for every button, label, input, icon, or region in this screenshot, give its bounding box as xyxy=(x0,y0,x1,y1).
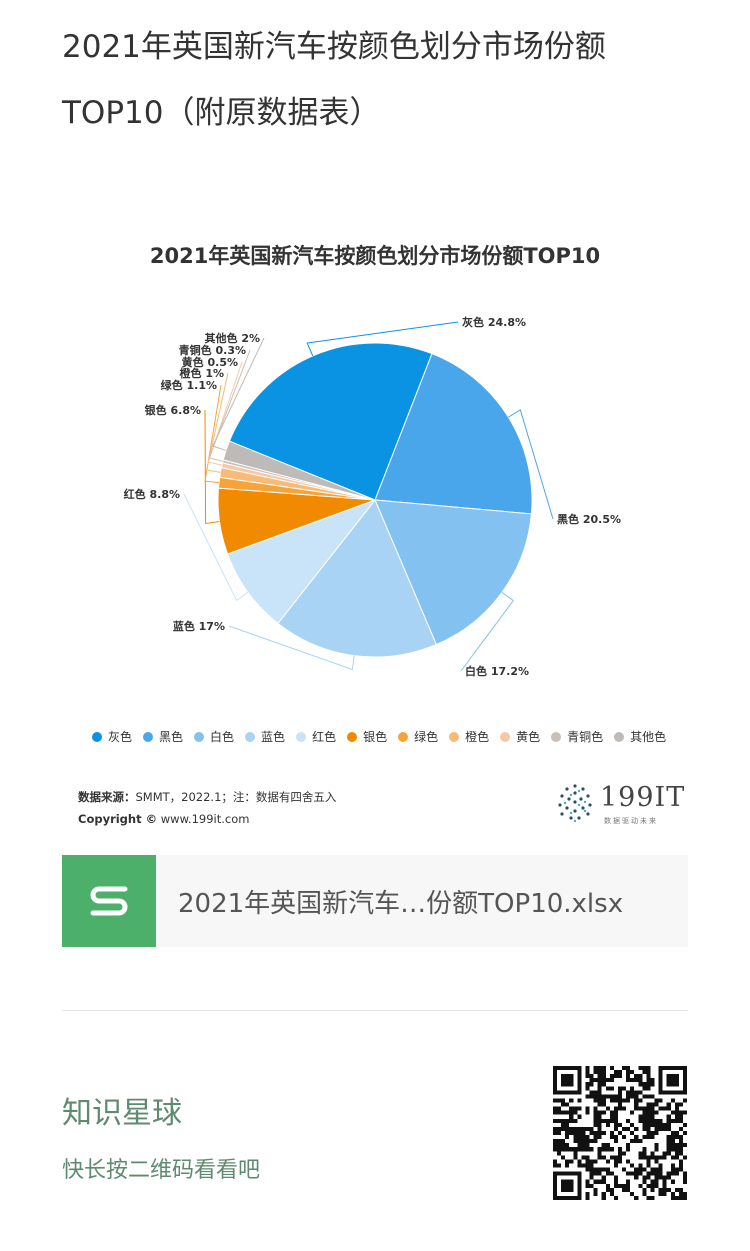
legend-dot-icon xyxy=(194,731,205,742)
source-label: 数据来源： xyxy=(78,790,136,804)
data-label-银色: 银色 6.8% xyxy=(145,403,201,417)
article-title: 2021年英国新汽车按颜色划分市场份额TOP10（附原数据表） xyxy=(62,29,606,131)
legend-dot-icon xyxy=(296,731,307,742)
pie-slice-白色 xyxy=(374,499,532,646)
chart-legend: 灰色 黑色 白色 蓝色 红色 银色 绿色 橙色 黄色 青铜色 其他色 xyxy=(92,728,682,745)
data-label-其他色: 其他色 2% xyxy=(204,331,260,345)
leader-line-青铜色 xyxy=(208,349,251,462)
chart-card: 灰色 24.8% 黑色 20.5% 白色 17.2% 蓝色 17% 红色 8.8% 银色 … xyxy=(62,220,688,830)
legend-label: 红色 xyxy=(312,730,337,744)
data-label-绿色: 绿色 1.1% xyxy=(161,378,217,392)
legend-item-其他色: 其他色 xyxy=(614,728,666,745)
legend-item-蓝色: 蓝色 xyxy=(245,728,285,745)
legend-label: 黄色 xyxy=(516,730,541,744)
leader-line-黄色 xyxy=(207,361,243,466)
attachment-file-name: 2021年英国新汽车…份额TOP10.xlsx xyxy=(178,888,624,919)
leader-line-绿色 xyxy=(204,384,222,484)
logo-text: 199IT xyxy=(600,782,686,813)
data-label-白色: 白色 17.2% xyxy=(465,664,529,678)
pie-slice-蓝色 xyxy=(277,499,438,658)
attachment-file-card[interactable]: 2021年英国新汽车…份额TOP10.xlsx xyxy=(62,855,688,947)
legend-label: 蓝色 xyxy=(261,730,286,744)
legend-item-灰色: 灰色 xyxy=(92,728,132,745)
legend-label: 银色 xyxy=(363,730,388,744)
legend-dot-icon xyxy=(245,731,256,742)
legend-label: 白色 xyxy=(210,730,235,744)
legend-dot-icon xyxy=(347,731,358,742)
legend-label: 灰色 xyxy=(108,730,133,744)
leader-line-橙色 xyxy=(206,372,229,473)
legend-item-白色: 白色 xyxy=(194,728,234,745)
pie-slice-红色 xyxy=(226,498,377,625)
legend-item-银色: 银色 xyxy=(347,728,387,745)
legend-item-黑色: 黑色 xyxy=(143,728,183,745)
legend-dot-icon xyxy=(500,731,511,742)
qr-code[interactable] xyxy=(553,1066,687,1200)
data-label-红色: 红色 8.8% xyxy=(124,487,180,501)
legend-dot-icon xyxy=(551,731,562,742)
legend-dot-icon xyxy=(398,731,409,742)
pie-chart: 灰色 24.8% 黑色 20.5% 白色 17.2% 蓝色 17% 红色 8.8% 银色 … xyxy=(124,315,621,678)
knowledge-planet-subtitle: 快长按二维码看看吧 xyxy=(62,1158,261,1183)
legend-item-青铜色: 青铜色 xyxy=(551,728,603,745)
legend-label: 橙色 xyxy=(465,730,490,744)
leader-line-白色 xyxy=(460,591,514,672)
pie-slice-黑色 xyxy=(374,353,533,515)
divider xyxy=(62,1010,688,1011)
data-label-黑色: 黑色 20.5% xyxy=(557,512,621,526)
logo-dots-icon xyxy=(558,784,592,823)
leader-line-银色 xyxy=(204,409,220,525)
legend-dot-icon xyxy=(143,731,154,742)
data-label-黄色: 黄色 0.5% xyxy=(182,355,238,369)
copyright-text: www.199it.com xyxy=(157,812,250,826)
leader-line-其他色 xyxy=(212,337,265,451)
chart-title: 2021年英国新汽车按颜色划分市场份额TOP10 xyxy=(149,244,601,268)
legend-dot-icon xyxy=(92,731,102,742)
leader-line-黑色 xyxy=(508,409,554,520)
legend-dot-icon xyxy=(449,731,460,742)
legend-label: 青铜色 xyxy=(567,730,604,744)
leader-line-红色 xyxy=(183,493,249,602)
legend-item-黄色: 黄色 xyxy=(500,728,540,745)
data-label-青铜色: 青铜色 0.3% xyxy=(179,343,246,357)
pie-slice-其他色 xyxy=(222,440,376,501)
legend-item-橙色: 橙色 xyxy=(449,728,489,745)
source-text: SMMT，2022.1；注：数据有四舍五入 xyxy=(135,790,337,804)
logo-tagline: 数据驱动未来 xyxy=(604,817,658,825)
legend-label: 其他色 xyxy=(630,730,667,744)
chart-source: 数据来源：SMMT，2022.1；注：数据有四舍五入 Copyright © w… xyxy=(78,786,336,830)
leader-line-灰色 xyxy=(306,321,459,357)
data-label-橙色: 橙色 1% xyxy=(179,366,224,380)
data-label-蓝色: 蓝色 17% xyxy=(173,619,225,633)
data-label-灰色: 灰色 24.8% xyxy=(462,315,526,329)
pie-slice-灰色 xyxy=(228,342,433,501)
knowledge-planet-title: 知识星球 xyxy=(62,1096,182,1131)
199it-logo: 199IT 数据驱动未来 xyxy=(552,780,686,830)
legend-label: 绿色 xyxy=(414,730,439,744)
legend-item-红色: 红色 xyxy=(296,728,336,745)
copyright-label: Copyright © xyxy=(78,812,158,826)
leader-line-蓝色 xyxy=(228,625,355,671)
legend-label: 黑色 xyxy=(159,730,184,744)
spreadsheet-s-icon xyxy=(62,855,156,947)
legend-dot-icon xyxy=(614,731,625,742)
legend-item-绿色: 绿色 xyxy=(398,728,438,745)
